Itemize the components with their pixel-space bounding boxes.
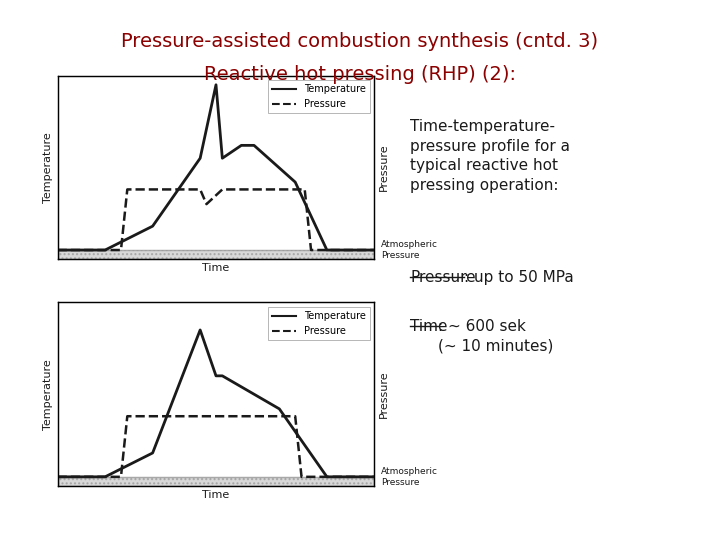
Text: Time-temperature-
pressure profile for a
typical reactive hot
pressing operation: Time-temperature- pressure profile for a… xyxy=(410,119,570,193)
X-axis label: Time: Time xyxy=(202,490,230,500)
Text: : ~ 600 sek
(~ 10 minutes): : ~ 600 sek (~ 10 minutes) xyxy=(438,319,553,353)
Y-axis label: Pressure: Pressure xyxy=(379,370,389,418)
Y-axis label: Temperature: Temperature xyxy=(43,359,53,430)
Text: Pressure-assisted combustion synthesis (cntd. 3): Pressure-assisted combustion synthesis (… xyxy=(122,32,598,51)
Text: Time: Time xyxy=(410,319,448,334)
Y-axis label: Temperature: Temperature xyxy=(43,132,53,203)
Y-axis label: Pressure: Pressure xyxy=(379,144,389,191)
Text: Atmospheric
Pressure: Atmospheric Pressure xyxy=(381,240,438,260)
Text: Reactive hot pressing (RHP) (2):: Reactive hot pressing (RHP) (2): xyxy=(204,65,516,84)
X-axis label: Time: Time xyxy=(202,264,230,273)
Legend: Temperature, Pressure: Temperature, Pressure xyxy=(268,307,369,340)
Text: : up to 50 MPa: : up to 50 MPa xyxy=(464,270,573,285)
Text: Pressure: Pressure xyxy=(410,270,476,285)
Text: Atmospheric
Pressure: Atmospheric Pressure xyxy=(381,467,438,487)
Legend: Temperature, Pressure: Temperature, Pressure xyxy=(268,80,369,113)
